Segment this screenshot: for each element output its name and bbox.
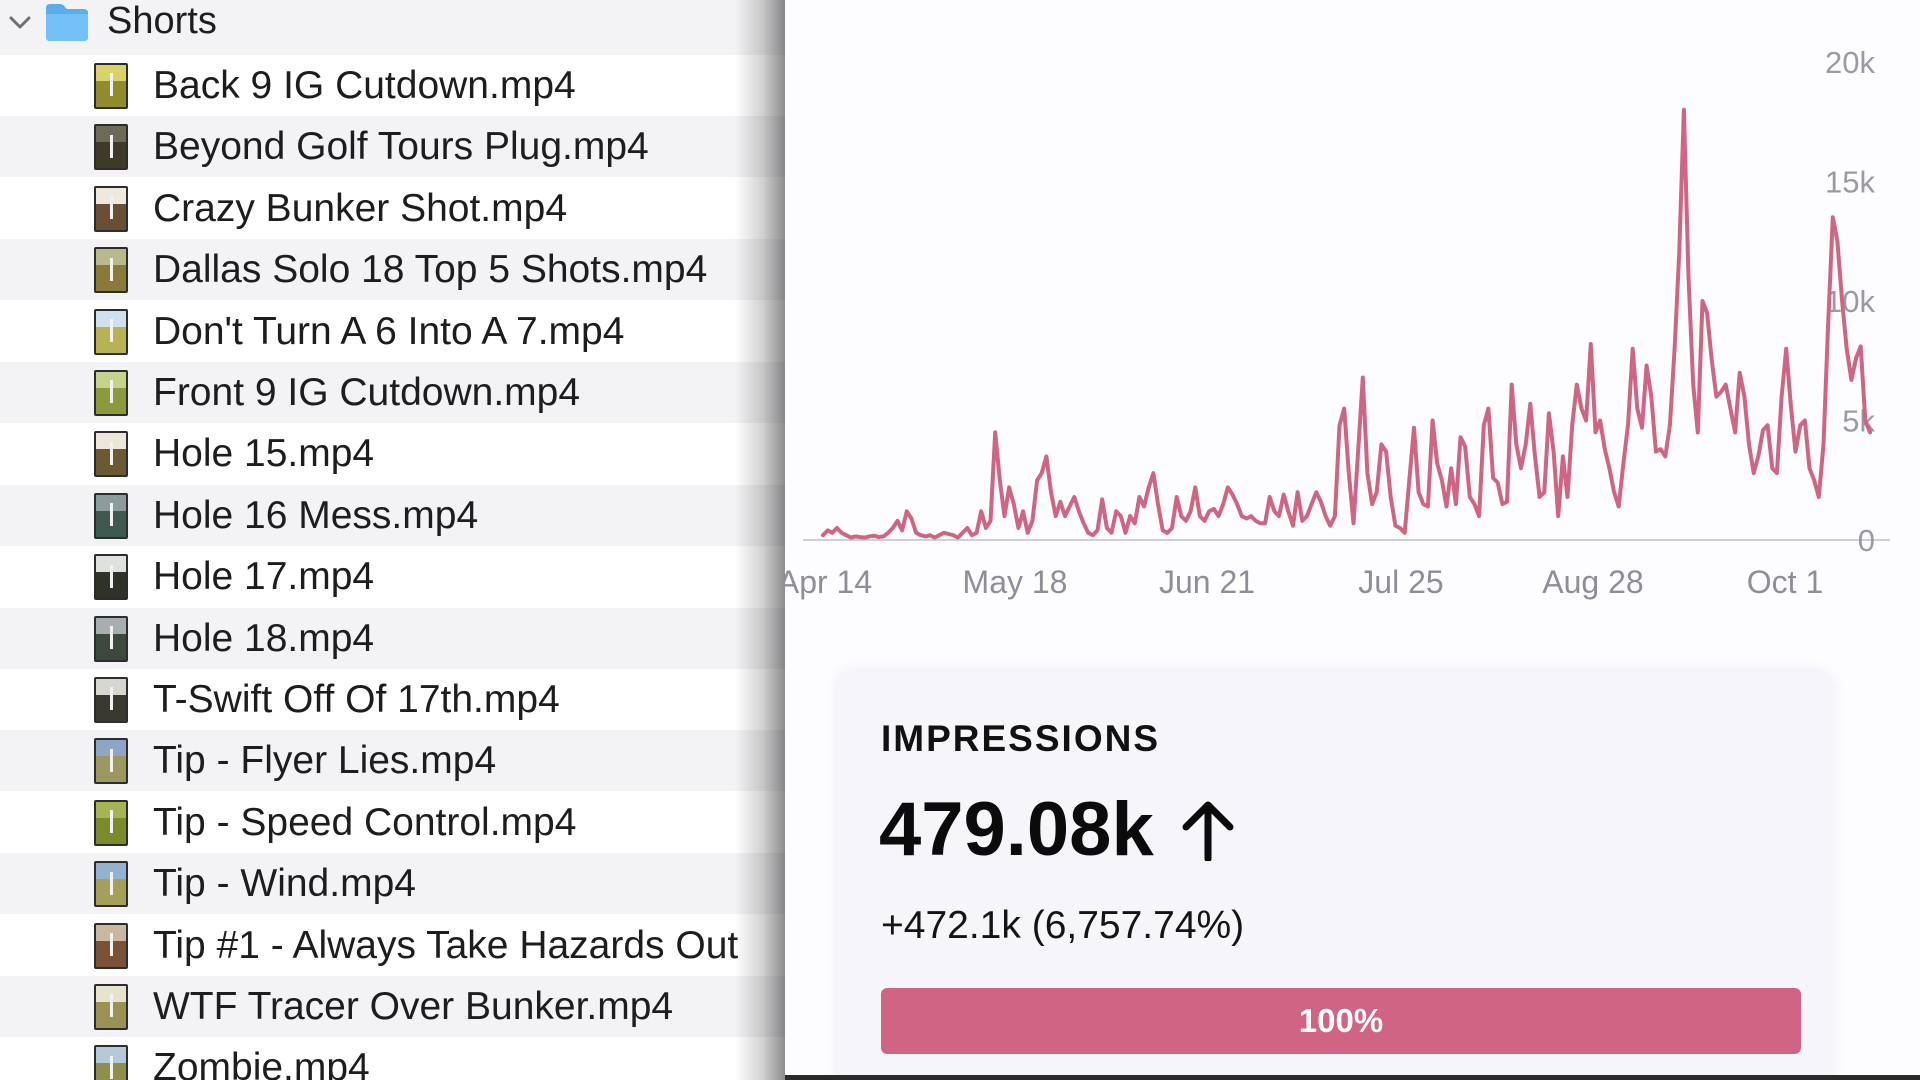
file-label: Dallas Solo 18 Top 5 Shots.mp4	[153, 248, 708, 292]
file-label: Hole 18.mp4	[153, 616, 375, 660]
y-tick-label: 0	[1858, 523, 1875, 558]
file-row[interactable]: Tip - Wind.mp4	[0, 853, 785, 915]
x-tick-label: Jun 21	[1159, 564, 1255, 600]
file-row[interactable]: Back 9 IG Cutdown.mp4	[0, 55, 785, 116]
file-label: Tip #1 - Always Take Hazards Out	[153, 923, 739, 967]
video-thumbnail-icon	[94, 984, 128, 1030]
finder-list: Shorts Back 9 IG Cutdown.mp4 Beyond Golf …	[0, 0, 785, 1080]
video-thumbnail-icon	[94, 554, 128, 601]
file-row[interactable]: Crazy Bunker Shot.mp4	[0, 178, 785, 239]
y-tick-label: 15k	[1825, 165, 1875, 200]
file-row[interactable]: Hole 16 Mess.mp4	[0, 484, 785, 546]
x-tick-label: Oct 1	[1747, 564, 1823, 600]
progress-fill	[881, 988, 1801, 1054]
video-thumbnail-icon	[94, 370, 128, 416]
file-row[interactable]: WTF Tracer Over Bunker.mp4	[0, 976, 785, 1037]
folder-label: Shorts	[107, 0, 217, 42]
video-thumbnail-icon	[94, 861, 128, 908]
file-row[interactable]: Tip - Speed Control.mp4	[0, 792, 785, 853]
file-label: WTF Tracer Over Bunker.mp4	[153, 985, 674, 1028]
impressions-card: IMPRESSIONS 479.08k +472.1k (6,757.74%) …	[835, 668, 1835, 1080]
file-label: Front 9 IG Cutdown.mp4	[153, 371, 581, 414]
file-label: Beyond Golf Tours Plug.mp4	[153, 125, 649, 169]
file-label: Hole 16 Mess.mp4	[153, 493, 479, 537]
y-tick-label: 10k	[1825, 284, 1875, 319]
video-thumbnail-icon	[94, 308, 128, 355]
chart-series-line	[821, 107, 1872, 540]
x-tick-label: Apr 14	[785, 564, 872, 600]
video-thumbnail-icon	[94, 677, 128, 723]
card-title: IMPRESSIONS	[881, 718, 1160, 759]
file-row[interactable]: Hole 15.mp4	[0, 423, 785, 484]
file-label: Crazy Bunker Shot.mp4	[153, 186, 568, 230]
file-label: Hole 15.mp4	[153, 432, 375, 476]
video-thumbnail-icon	[94, 922, 128, 969]
impressions-value: 479.08k	[879, 787, 1154, 872]
file-row[interactable]: Zombie.mp4	[0, 1037, 785, 1080]
x-tick-label: May 18	[963, 564, 1068, 600]
analytics-pane: 0 5k 10k 15k 20k Apr 14 May 18 Jun 21 Jul 25 Aug…	[785, 0, 1920, 1080]
file-label: Tip - Speed Control.mp4	[153, 800, 577, 844]
file-label: Don't Turn A 6 Into A 7.mp4	[153, 309, 625, 353]
file-row[interactable]: Hole 17.mp4	[0, 546, 785, 607]
video-thumbnail-icon	[94, 247, 128, 294]
file-row[interactable]: Don't Turn A 6 Into A 7.mp4	[0, 301, 785, 362]
arrow-up-icon	[1182, 801, 1234, 861]
video-thumbnail-icon	[94, 431, 128, 478]
y-tick-label: 20k	[1825, 45, 1875, 80]
window-bottom-edge	[785, 1075, 1920, 1080]
file-row[interactable]: T-Swift Off Of 17th.mp4	[0, 669, 785, 730]
folder-row-shorts[interactable]: Shorts	[0, 0, 785, 55]
progress-label: 100%	[1298, 1002, 1384, 1039]
video-thumbnail-icon	[94, 799, 128, 846]
file-row[interactable]: Tip - Flyer Lies.mp4	[0, 730, 785, 792]
file-label: Tip - Wind.mp4	[153, 862, 416, 906]
file-label: Tip - Flyer Lies.mp4	[153, 739, 497, 783]
file-label: T-Swift Off Of 17th.mp4	[153, 678, 560, 721]
video-thumbnail-icon	[94, 124, 128, 171]
impressions-change: +472.1k (6,757.74%)	[881, 904, 1245, 947]
x-tick-label: Jul 25	[1358, 564, 1443, 600]
video-thumbnail-icon	[94, 738, 128, 785]
folder-icon	[46, 4, 88, 41]
chevron-down-icon[interactable]	[8, 11, 32, 35]
card-value-row: 479.08k	[879, 786, 1236, 873]
file-row[interactable]: Beyond Golf Tours Plug.mp4	[0, 116, 785, 178]
file-label: Hole 17.mp4	[153, 555, 375, 599]
x-tick-label: Aug 28	[1542, 564, 1643, 600]
video-thumbnail-icon	[94, 63, 128, 109]
video-thumbnail-icon	[94, 615, 128, 662]
progress-bar: 100%	[881, 988, 1801, 1054]
file-row[interactable]: Front 9 IG Cutdown.mp4	[0, 362, 785, 423]
file-row[interactable]: Dallas Solo 18 Top 5 Shots.mp4	[0, 239, 785, 301]
file-row[interactable]: Hole 18.mp4	[0, 607, 785, 669]
video-thumbnail-icon	[94, 492, 128, 539]
file-label: Back 9 IG Cutdown.mp4	[153, 64, 576, 107]
file-label: Zombie.mp4	[153, 1046, 370, 1080]
video-thumbnail-icon	[94, 1045, 128, 1080]
video-thumbnail-icon	[94, 185, 128, 232]
file-row[interactable]: Tip #1 - Always Take Hazards Out	[0, 915, 785, 976]
